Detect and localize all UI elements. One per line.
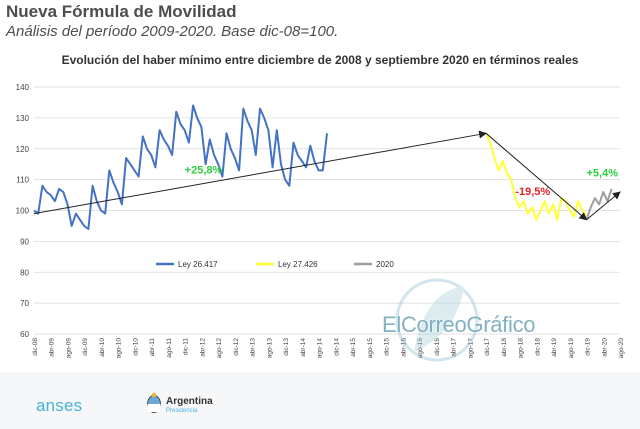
- x-tick-label: dic-08: [32, 338, 39, 356]
- x-tick-label: abr-18: [501, 338, 508, 357]
- annotation-2: -19,5%: [515, 186, 550, 198]
- x-tick-label: ago-14: [317, 338, 324, 359]
- y-tick-label: 90: [20, 237, 29, 246]
- x-tick-label: abr-19: [551, 338, 558, 357]
- x-tick-label: ago-18: [518, 338, 525, 359]
- y-tick-label: 110: [16, 176, 29, 185]
- x-tick-label: abr-16: [400, 338, 407, 357]
- y-tick-label: 120: [16, 145, 30, 154]
- x-tick-label: abr-14: [300, 338, 307, 357]
- x-tick-label: dic-15: [384, 338, 391, 356]
- x-tick-label: ago-12: [216, 338, 223, 359]
- x-tick-label: dic-11: [183, 338, 190, 356]
- trend-arrow-2: [485, 132, 588, 221]
- page-subtitle: Análisis del período 2009-2020. Base dic…: [6, 23, 339, 40]
- y-tick-label: 140: [16, 83, 30, 92]
- x-tick-label: abr-11: [149, 338, 156, 357]
- x-tick-label: abr-12: [199, 338, 206, 357]
- footer: anses Argentina Presidencia: [0, 372, 640, 429]
- x-tick-label: dic-09: [82, 338, 89, 356]
- x-tick-label: abr-20: [601, 338, 608, 357]
- anses-logo: anses: [36, 396, 83, 415]
- trend-arrow-3: [586, 191, 621, 221]
- presidencia-label: Presidencia: [166, 408, 198, 414]
- x-tick-label: abr-09: [49, 338, 56, 357]
- argentina-shield-icon: [147, 392, 161, 413]
- x-tick-label: ago-13: [266, 338, 273, 359]
- x-tick-label: ago-09: [65, 338, 72, 359]
- x-tick-label: ago-15: [367, 338, 374, 359]
- series-line-1: [33, 104, 328, 230]
- annotation-1: +25,8%: [185, 164, 223, 176]
- x-tick-label: ago-20: [618, 338, 625, 359]
- x-tick-label: ago-16: [417, 338, 424, 359]
- x-tick-label: abr-10: [99, 338, 106, 357]
- legend-label-2: Ley 27.426: [278, 260, 318, 269]
- x-tick-label: abr-17: [451, 338, 458, 357]
- x-tick-label: dic-14: [333, 338, 340, 356]
- y-tick-label: 80: [20, 268, 29, 277]
- x-tick-label: dic-18: [534, 338, 541, 356]
- y-tick-label: 60: [20, 330, 29, 339]
- watermark-text: ElCorreoGráfico: [382, 312, 536, 337]
- y-tick-label: 70: [20, 299, 29, 308]
- chart-title: Evolución del haber mínimo entre diciemb…: [61, 53, 579, 67]
- series-line-2: [485, 132, 588, 221]
- page-title: Nueva Fórmula de Movilidad: [6, 2, 237, 21]
- legend-label-3: 2020: [376, 260, 394, 269]
- x-tick-label: ago-19: [568, 338, 575, 359]
- y-tick-label: 130: [16, 114, 30, 123]
- x-tick-label: ago-17: [467, 338, 474, 359]
- series-line-3: [585, 188, 613, 221]
- y-tick-label: 100: [16, 207, 30, 216]
- x-tick-label: dic-17: [484, 338, 491, 356]
- argentina-label: Argentina: [166, 396, 213, 407]
- x-tick-label: dic-16: [434, 338, 441, 356]
- x-tick-label: dic-19: [585, 338, 592, 356]
- x-tick-label: dic-10: [132, 338, 139, 356]
- watermark-leaf-icon: [395, 278, 479, 362]
- annotation-3: +5,4%: [587, 168, 619, 180]
- x-tick-label: ago-10: [116, 338, 123, 359]
- x-tick-label: dic-13: [283, 338, 290, 356]
- x-tick-label: abr-13: [250, 338, 257, 357]
- legend-label-1: Ley 26.417: [178, 260, 218, 269]
- x-tick-label: ago-11: [166, 338, 173, 358]
- x-tick-label: dic-12: [233, 338, 240, 356]
- trend-arrow-1: [33, 130, 488, 215]
- x-tick-label: abr-15: [350, 338, 357, 357]
